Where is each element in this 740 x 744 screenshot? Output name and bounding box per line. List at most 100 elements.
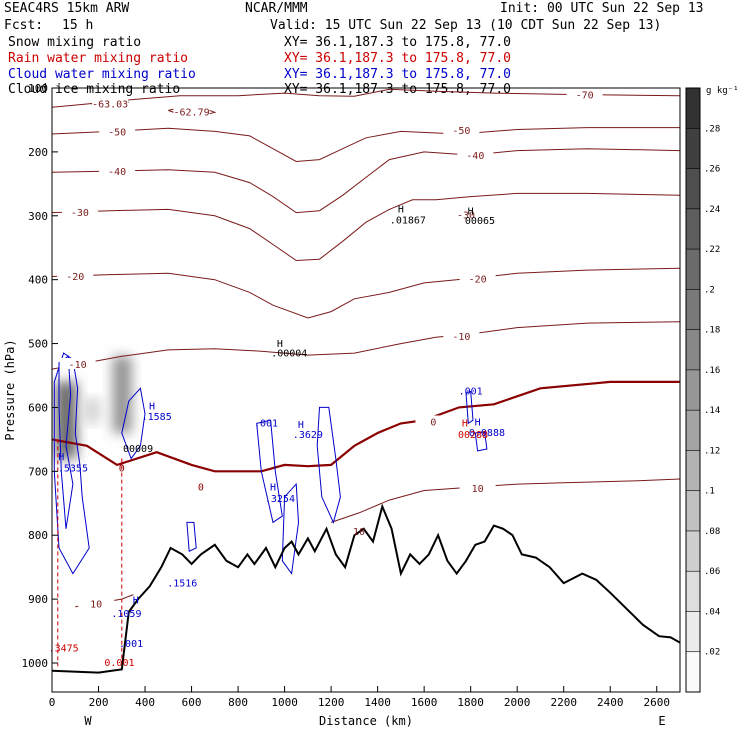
marker-label-29: 10 [353,527,365,538]
cloud-contour-7 [474,431,488,452]
marker-label-21: H [468,207,474,218]
x-tick-label-12: 2400 [597,696,624,709]
colorbar-tick-label-3: .06 [704,567,720,577]
colorbar-tick-label-11: .22 [704,245,720,255]
marker-label-26: 0.001 [104,658,134,669]
marker-label-15: H [475,417,481,428]
marker-label-18: 00288 [458,430,488,441]
terrain-layer [52,503,680,674]
colorbar-cell-5 [686,450,700,492]
x-tick-label-6: 1200 [318,696,345,709]
colorbar-unit: g kg⁻¹ [706,86,739,96]
x-tick-label-10: 2000 [504,696,531,709]
isotherm-label-bg-5-0 [61,205,98,217]
x-end-left: W [84,714,92,728]
isotherm-line-7 [52,321,680,370]
marker-label-11: .1059 [111,609,141,620]
colorbar-tick-label-7: .14 [704,406,720,416]
org-label: NCAR/MMM [245,1,308,16]
colorbar-cell-0 [686,651,700,693]
y-tick-label-8: 900 [28,593,48,606]
x-tick-label-4: 800 [228,696,248,709]
terrain-line [52,503,680,674]
marker-label-24: .00004 [271,348,307,359]
isotherm-label-3-0: -50 [108,127,126,138]
colorbar: .02 .04 .06 .08 .1 .12 .14 .16 .18 .2 .22 .24 .26 .28 [685,87,720,693]
marker-label-25: .3475 [49,644,79,655]
cloud-contour-6 [465,390,474,425]
colorbar-tick-label-5: .1 [704,487,715,497]
isotherm-label-bg-8-0 [415,415,452,427]
colorbar-tick-label-4: .08 [704,527,720,537]
y-tick-label-9: 1000 [22,657,49,670]
isotherm-label-1-0: -62.79 [173,108,209,119]
isotherm-label-bg-10-0 [78,597,115,609]
colorbar-cell-10 [686,249,700,290]
marker-label-23: H [277,339,283,350]
colorbar-tick-label-2: .04 [704,607,720,617]
isotherm-label-bg-4-1 [457,149,494,161]
isotherm-label-7-1: -10 [452,332,470,343]
x-tick-label-7: 1400 [364,696,391,709]
field-xy-rain: XY= 36.1,187.3 to 175.8, 77.0 [284,51,511,66]
isotherm-label-bg-0-0 [566,88,603,100]
contour-label-layer: -70 -62.79 -63.03 -50 -50 -40 -40 -30 -30 -20 -20 -… [57,88,603,611]
isotherm-line-9 [330,478,680,523]
isotherm-label-5-0: -30 [71,208,89,219]
x-tick-label-3: 600 [182,696,202,709]
isotherm-label-bg-6-0 [57,269,94,281]
colorbar-tick-label-13: .26 [704,165,720,175]
marker-label-7: .001 [254,419,278,430]
marker-label-5: H [298,420,304,431]
isotherm-label-2-0: -63.03 [92,99,128,110]
isotherm-label-bg-9-0 [459,481,496,493]
isotherm-line-3 [52,127,680,163]
field-name-rain: Rain water mixing ratio [8,51,188,66]
isotherm-label-bg-5-1 [448,208,485,220]
x-tick-label-8: 1600 [411,696,438,709]
marker-label-14: .001 [459,387,483,398]
y-axis-title: Pressure (hPa) [3,339,17,440]
marker-label-10: H [133,596,139,607]
marker-label-4: 00009 [123,444,153,455]
field-name-snow: Snow mixing ratio [8,35,141,50]
isotherm-line-8 [52,380,680,473]
colorbar-cell-3 [686,530,700,572]
colorbar-tick-label-10: .2 [704,285,715,295]
cloud-contour-8 [186,521,197,552]
cloud-contour-2 [121,387,146,460]
cloud-contour-5 [316,406,341,524]
axes-layer: 0 200 400 600 800 1000 1200 1400 1600 1800 2000 220… [22,82,670,709]
isotherm-line-4 [52,148,680,214]
fcst-value: 15 h [62,18,93,33]
snow-shade-0 [55,381,78,459]
x-tick-label-5: 1000 [271,696,298,709]
isotherm-line-6 [52,267,680,319]
fcst-label: Fcst: [4,18,43,33]
field-xy-cloud: XY= 36.1,187.3 to 175.8, 77.0 [284,67,511,82]
colorbar-tick-label-1: .02 [704,648,720,658]
isotherm-line-0 [52,88,680,108]
colorbar-cell-7 [686,369,700,411]
marker-label-2: H [58,452,64,463]
isotherm-label-8-0: 0 [430,418,436,429]
marker-label-3: .5355 [58,463,88,474]
marker-label-1: .1585 [142,412,172,423]
colorbar-cell-1 [686,611,700,653]
isotherm-layer [52,88,680,608]
cloud-contour-3 [256,419,283,524]
snow-shading-layer [55,356,132,459]
init-time: Init: 00 UTC Sun 22 Sep 13 [500,1,704,16]
x-axis-title: Distance (km) [319,714,413,728]
isotherm-label-10-0: 10 [90,600,102,611]
x-tick-label-9: 1800 [457,696,484,709]
colorbar-cell-9 [686,289,700,331]
marker-label-12: .001 [119,639,143,650]
plot-frame [51,87,681,693]
isotherm-label-bg-2-0 [92,97,129,109]
y-tick-label-2: 300 [28,210,48,223]
x-tick-label-0: 0 [49,696,56,709]
cloud-contour-1 [58,355,74,529]
